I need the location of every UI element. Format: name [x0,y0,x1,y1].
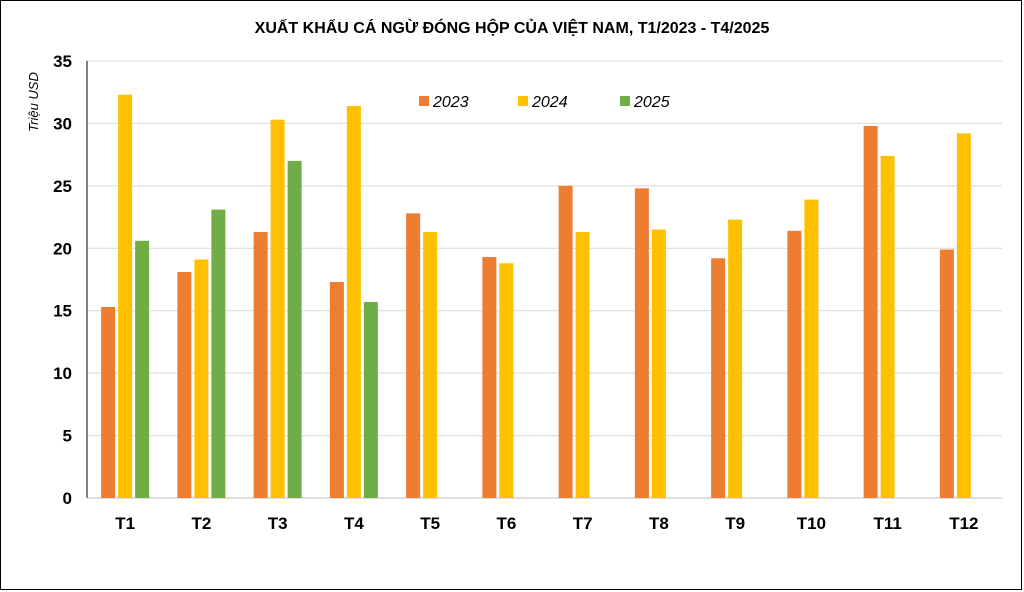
legend-swatch-2025 [620,96,630,106]
chart-title: XUẤT KHẨU CÁ NGỪ ĐÓNG HỘP CỦA VIỆT NAM, … [255,18,770,37]
legend-swatch-2023 [419,96,429,106]
x-tick-label: T2 [191,514,211,533]
bar-2024-T9 [728,219,743,498]
x-tick-label: T6 [496,514,516,533]
legend-label-2025: 2025 [633,94,670,111]
x-tick-label: T5 [420,514,440,533]
bar-2023-T10 [787,230,802,498]
y-tick-label: 10 [53,364,72,383]
bar-2023-T12 [939,249,954,498]
y-tick-label: 0 [63,489,72,508]
bar-2025-T4 [363,301,378,498]
bar-2024-T1 [118,94,133,498]
bar-2025-T3 [287,160,302,498]
bar-2023-T8 [634,188,649,498]
bar-2024-T6 [499,263,514,498]
legend-label-2023: 2023 [432,94,469,111]
bar-2023-T3 [253,232,268,498]
x-tick-label: T8 [649,514,669,533]
bar-2023-T2 [177,272,192,498]
y-tick-label: 30 [53,114,72,133]
y-tick-label: 35 [53,52,72,71]
bar-2023-T7 [558,185,573,498]
x-tick-label: T10 [797,514,826,533]
y-axis-label: Triệu USD [26,72,41,132]
bar-2025-T1 [135,240,150,498]
bar-2024-T5 [423,232,438,498]
bar-2023-T5 [406,213,421,498]
bar-2024-T2 [194,259,209,498]
x-tick-label: T1 [115,514,135,533]
bar-2024-T7 [575,232,590,498]
x-tick-label: T4 [344,514,364,533]
y-tick-label: 15 [53,302,72,321]
bar-2024-T3 [270,119,285,498]
bar-2023-T1 [101,306,116,498]
bar-2024-T4 [346,105,361,498]
bar-2024-T12 [956,133,971,498]
bar-2023-T11 [863,125,878,498]
y-tick-label: 20 [53,239,72,258]
x-tick-label: T7 [573,514,593,533]
bar-2023-T6 [482,257,497,498]
bar-2025-T2 [211,209,226,498]
legend-swatch-2024 [518,96,528,106]
bar-2023-T4 [329,281,344,498]
bar-2023-T9 [711,258,726,498]
x-tick-label: T9 [725,514,745,533]
y-tick-label: 25 [53,177,72,196]
bar-2024-T8 [651,229,666,499]
y-tick-label: 5 [63,427,72,446]
x-tick-label: T12 [949,514,978,533]
bar-2024-T10 [804,199,819,498]
legend-label-2024: 2024 [531,94,568,111]
bar-2024-T11 [880,155,895,499]
x-tick-label: T11 [873,514,901,533]
x-tick-label: T3 [268,514,288,533]
